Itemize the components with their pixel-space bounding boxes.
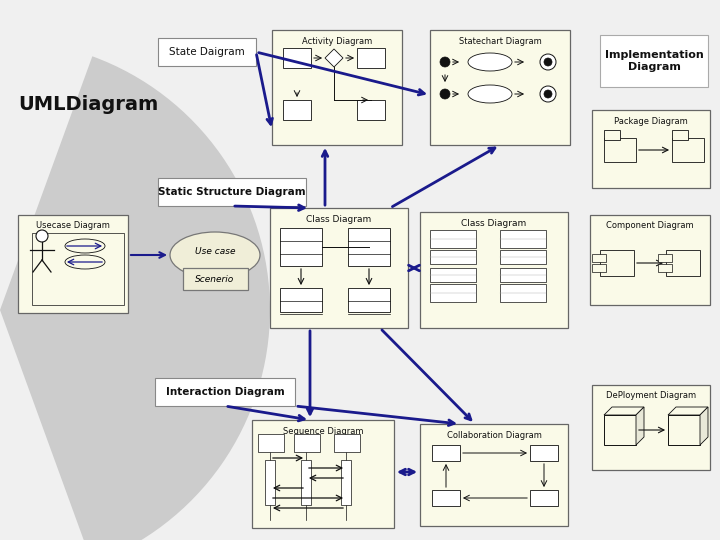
Text: Static Structure Diagram: Static Structure Diagram — [158, 187, 306, 197]
Polygon shape — [668, 407, 708, 415]
Bar — [592, 264, 606, 272]
Bar — [430, 268, 476, 282]
Bar — [252, 420, 394, 528]
Bar — [158, 38, 256, 66]
Bar — [272, 30, 402, 145]
Text: Collaboration Diagram: Collaboration Diagram — [446, 430, 541, 440]
Circle shape — [440, 57, 450, 67]
Bar — [432, 445, 460, 461]
Bar — [592, 254, 606, 262]
Bar — [283, 48, 311, 68]
Bar — [265, 460, 275, 505]
Polygon shape — [636, 407, 644, 445]
Bar — [158, 178, 306, 206]
Text: Component Diagram: Component Diagram — [606, 221, 694, 231]
Bar — [500, 284, 546, 302]
Text: Scenerio: Scenerio — [195, 274, 235, 284]
Bar — [270, 208, 408, 328]
Ellipse shape — [468, 53, 512, 71]
Circle shape — [36, 230, 48, 242]
Circle shape — [540, 54, 556, 70]
Bar — [590, 215, 710, 305]
Bar — [357, 48, 385, 68]
Polygon shape — [325, 49, 343, 67]
Circle shape — [440, 89, 450, 99]
Bar — [600, 35, 708, 87]
Bar — [155, 378, 295, 406]
Bar — [500, 250, 546, 264]
Bar — [500, 268, 546, 282]
Bar — [658, 264, 672, 272]
Bar — [348, 288, 390, 312]
Bar — [430, 284, 476, 302]
Bar — [592, 110, 710, 188]
Bar — [420, 212, 568, 328]
Bar — [600, 250, 634, 276]
Bar — [604, 415, 636, 445]
Bar — [280, 228, 322, 266]
Text: UMLDiagram: UMLDiagram — [18, 95, 158, 114]
Bar — [18, 215, 128, 313]
Ellipse shape — [170, 232, 260, 278]
Text: Implementation
Diagram: Implementation Diagram — [605, 50, 703, 72]
Ellipse shape — [468, 85, 512, 103]
Bar — [430, 230, 476, 248]
Bar — [301, 460, 311, 505]
Bar — [604, 130, 620, 140]
Bar — [294, 434, 320, 452]
Ellipse shape — [65, 239, 105, 253]
Bar — [348, 228, 390, 266]
Bar — [258, 434, 284, 452]
Text: Use case: Use case — [194, 247, 235, 256]
Bar — [341, 460, 351, 505]
Text: DePloyment Diagram: DePloyment Diagram — [606, 392, 696, 401]
Text: Class Diagram: Class Diagram — [307, 214, 372, 224]
Text: Package Diagram: Package Diagram — [614, 117, 688, 125]
Bar — [530, 490, 558, 506]
Bar — [432, 490, 460, 506]
Bar — [334, 434, 360, 452]
Circle shape — [540, 86, 556, 102]
Bar — [672, 138, 704, 162]
Bar — [32, 233, 124, 305]
Bar — [592, 385, 710, 470]
Bar — [420, 424, 568, 526]
Polygon shape — [700, 407, 708, 445]
Polygon shape — [604, 407, 644, 415]
Text: Interaction Diagram: Interaction Diagram — [166, 387, 284, 397]
Text: State Daigram: State Daigram — [169, 47, 245, 57]
Text: Statechart Diagram: Statechart Diagram — [459, 37, 541, 45]
Bar — [658, 254, 672, 262]
Bar — [280, 288, 322, 312]
Bar — [283, 100, 311, 120]
Bar — [668, 415, 700, 445]
Text: Sequence Diagram: Sequence Diagram — [283, 427, 364, 435]
Bar — [666, 250, 700, 276]
Text: Usecase Diagram: Usecase Diagram — [36, 221, 110, 231]
Text: Activity Diagram: Activity Diagram — [302, 37, 372, 45]
Bar — [430, 250, 476, 264]
Bar — [430, 30, 570, 145]
Wedge shape — [0, 56, 270, 540]
Ellipse shape — [65, 255, 105, 269]
Bar — [604, 138, 636, 162]
Bar — [530, 445, 558, 461]
Bar — [672, 130, 688, 140]
Text: Class Diagram: Class Diagram — [462, 219, 526, 227]
Circle shape — [544, 58, 552, 66]
Circle shape — [544, 90, 552, 98]
Bar — [500, 230, 546, 248]
Bar — [357, 100, 385, 120]
Bar — [183, 268, 248, 290]
